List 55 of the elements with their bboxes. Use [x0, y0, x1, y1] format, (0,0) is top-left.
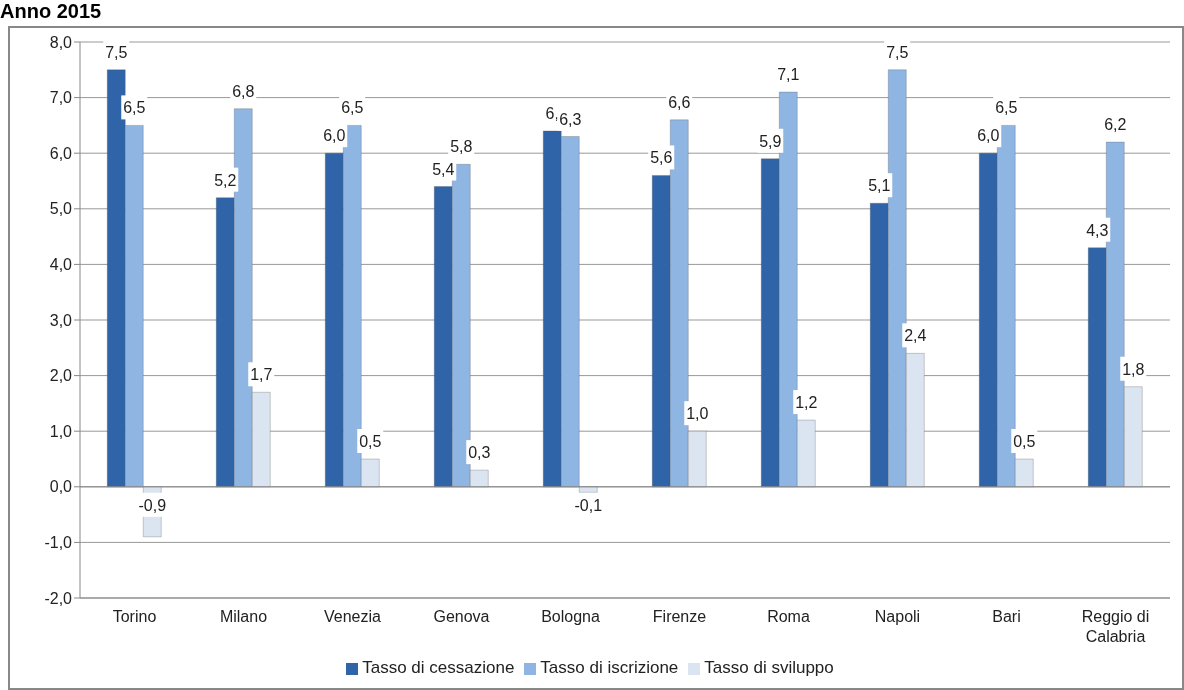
x-tick-label: Roma: [767, 608, 810, 625]
data-label: 6,2: [1104, 116, 1127, 134]
data-label: 0,3: [468, 444, 491, 462]
y-tick-label: 3,0: [49, 311, 73, 329]
x-tick-label: Reggio di Calabria: [1081, 608, 1150, 645]
data-label: 5,2: [214, 171, 237, 189]
data-label: 5,6: [650, 149, 673, 167]
data-label: -0,9: [138, 496, 167, 514]
legend-label: Tasso di iscrizione: [540, 658, 679, 677]
x-tick-label: Genova: [433, 608, 490, 625]
data-label: 1,0: [686, 405, 709, 423]
x-tick-label: Milano: [219, 608, 268, 625]
data-label: 5,4: [432, 160, 455, 178]
data-label: 7,5: [886, 43, 909, 61]
data-label: 1,8: [1122, 360, 1145, 378]
data-label: 1,2: [795, 394, 818, 412]
data-label: 1,7: [250, 366, 273, 384]
y-tick-label: 4,0: [49, 256, 73, 274]
data-label: 6,: [545, 104, 559, 122]
y-tick-label: 5,0: [49, 200, 73, 218]
data-label: -0,1: [574, 496, 603, 514]
data-label: 6,0: [977, 127, 1000, 145]
x-tick-label: Napoli: [874, 608, 921, 625]
x-tick-label: Bari: [992, 608, 1021, 625]
data-label: 2,4: [904, 327, 927, 345]
data-label: 6,0: [323, 127, 346, 145]
y-tick-label: 8,0: [49, 33, 73, 51]
data-label: 6,3: [559, 110, 582, 128]
data-label: 6,5: [995, 99, 1018, 117]
data-label: 6,8: [232, 82, 255, 100]
data-label: 6,6: [668, 93, 691, 111]
x-tick-label: Bologna: [541, 608, 600, 625]
data-label: 0,5: [359, 433, 382, 450]
y-tick-label: 0,0: [49, 478, 73, 496]
x-tick-label: Firenze: [652, 608, 707, 625]
data-label: 6,5: [341, 99, 364, 117]
data-label: 7,5: [105, 43, 128, 61]
data-label: 6,5: [123, 99, 146, 117]
data-label: 0,5: [1013, 433, 1036, 450]
data-label: 5,1: [868, 177, 891, 195]
data-label: 5,8: [450, 138, 473, 156]
y-tick-label: 2,0: [49, 367, 73, 385]
y-tick-label: 1,0: [49, 422, 73, 440]
y-tick-label: 7,0: [49, 89, 73, 107]
y-tick-label: -2,0: [44, 589, 73, 607]
data-label: 4,3: [1086, 221, 1109, 239]
legend-label: Tasso di sviluppo: [704, 658, 834, 677]
y-tick-label: 6,0: [49, 144, 73, 162]
x-tick-label: Torino: [112, 608, 157, 625]
y-tick-label: -1,0: [44, 534, 73, 552]
chart-title: Anno 2015: [0, 0, 102, 23]
legend-label: Tasso di cessazione: [362, 658, 515, 677]
data-label: 5,9: [759, 132, 782, 150]
x-tick-label: Venezia: [324, 608, 382, 625]
data-label: 7,1: [777, 66, 800, 84]
